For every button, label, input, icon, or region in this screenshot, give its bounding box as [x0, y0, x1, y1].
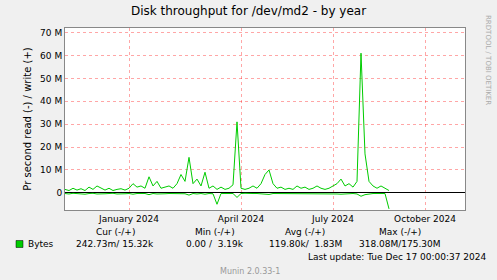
- svg-text:Disk throughput for /dev/md2 -: Disk throughput for /dev/md2 - by year: [131, 4, 366, 18]
- svg-text:119.80k/ 1.83M: 119.80k/ 1.83M: [269, 239, 342, 249]
- svg-text:0.00 / 3.19k: 0.00 / 3.19k: [186, 239, 244, 249]
- svg-text:Avg (-/+): Avg (-/+): [285, 227, 325, 237]
- svg-text:Cur (-/+): Cur (-/+): [96, 227, 135, 237]
- svg-text:0: 0: [56, 188, 62, 198]
- svg-text:242.73m/ 15.32k: 242.73m/ 15.32k: [76, 239, 154, 249]
- svg-text:318.08M/175.30M: 318.08M/175.30M: [359, 239, 441, 249]
- svg-text:October 2024: October 2024: [394, 214, 456, 224]
- svg-text:30 M: 30 M: [40, 119, 62, 129]
- svg-text:40 M: 40 M: [40, 96, 62, 106]
- svg-text:July 2024: July 2024: [311, 214, 354, 224]
- svg-text:RRDTOOL / TOBI OETIKER: RRDTOOL / TOBI OETIKER: [484, 15, 492, 105]
- svg-text:April 2024: April 2024: [218, 214, 265, 224]
- svg-text:60 M: 60 M: [40, 51, 62, 61]
- svg-text:Max (-/+): Max (-/+): [379, 227, 421, 237]
- svg-text:50 M: 50 M: [40, 74, 62, 84]
- svg-text:Last update: Tue Dec 17 00:00:: Last update: Tue Dec 17 00:00:37 2024: [308, 252, 486, 262]
- svg-text:January 2024: January 2024: [98, 214, 159, 224]
- svg-text:Min (-/+): Min (-/+): [195, 227, 235, 237]
- svg-text:10 M: 10 M: [40, 165, 62, 175]
- svg-text:20 M: 20 M: [40, 142, 62, 152]
- svg-text:Bytes: Bytes: [28, 239, 54, 249]
- svg-text:Munin 2.0.33-1: Munin 2.0.33-1: [220, 267, 280, 276]
- svg-text:70 M: 70 M: [40, 28, 62, 38]
- svg-text:Pr second read (-) / write (+): Pr second read (-) / write (+): [22, 47, 33, 190]
